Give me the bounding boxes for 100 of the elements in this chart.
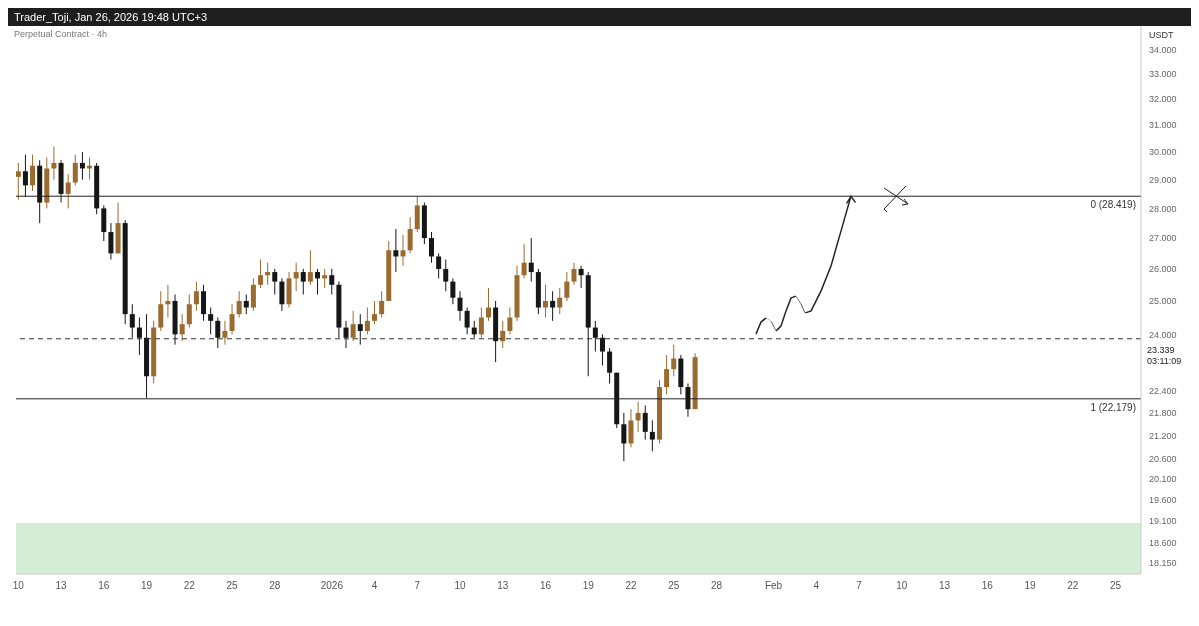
x-tick-label: 19 [1024, 580, 1036, 592]
candlestick [607, 347, 613, 384]
chart-title: Perpetual Contract · 4h [14, 29, 108, 39]
candlestick [101, 204, 107, 242]
candlestick [621, 412, 627, 462]
x-tick-label: 16 [98, 580, 110, 592]
candlestick [186, 293, 192, 329]
x-tick-label: 22 [625, 580, 638, 592]
x-tick-label: 22 [1067, 580, 1079, 592]
x-tick-label: 19 [582, 580, 595, 592]
candlestick [571, 262, 577, 286]
x-tick-label: 16 [981, 580, 994, 592]
y-tick-label: 19.600 [1149, 495, 1177, 506]
x-tick-label: 13 [497, 580, 509, 592]
candlestick [250, 277, 256, 312]
candlestick [500, 320, 506, 349]
candlestick [364, 307, 370, 335]
candlestick [528, 237, 534, 283]
x-tick-label: 4 [371, 580, 378, 592]
candlestick [136, 316, 142, 356]
candlestick [486, 287, 491, 322]
candlestick [635, 401, 641, 433]
x-tick-label: 7 [414, 580, 421, 592]
candlestick [407, 216, 413, 254]
candlestick [179, 313, 185, 342]
candlestick [379, 290, 385, 318]
y-axis-title: USDT [1149, 30, 1174, 40]
candlestick [165, 284, 171, 318]
candlestick [300, 268, 306, 295]
candlestick [592, 320, 598, 353]
x-tick-label: 2026 [320, 580, 344, 592]
y-tick-label: 31.000 [1149, 120, 1177, 131]
candlestick [30, 154, 36, 192]
candlestick [16, 162, 21, 201]
y-tick-label: 29.000 [1149, 174, 1177, 185]
candlestick [201, 284, 207, 322]
candlestick [243, 293, 249, 315]
y-tick-label: 34.000 [1149, 44, 1177, 55]
y-tick-label: 19.100 [1149, 516, 1177, 527]
candlestick [393, 228, 399, 273]
candlestick [236, 290, 242, 318]
candlestick [193, 281, 199, 312]
candlestick [129, 303, 135, 339]
x-tick-label: 10 [896, 580, 908, 592]
candlestick [222, 320, 228, 346]
y-tick-label: 27.000 [1149, 233, 1177, 244]
y-tick-label: 18.150 [1149, 557, 1177, 568]
candlestick [542, 284, 548, 318]
candlestick [578, 265, 584, 289]
x-tick-label: Feb [764, 580, 783, 592]
y-tick-label: 21.800 [1149, 408, 1177, 419]
candlestick [436, 252, 442, 279]
candlestick [343, 320, 349, 349]
text: 23.339 [1147, 345, 1175, 356]
candlestick [429, 231, 435, 264]
x-tick-label: 13 [938, 580, 951, 592]
candlestick [478, 307, 484, 339]
candlestick [350, 310, 356, 342]
candlestick [664, 354, 670, 395]
y-tick-label: 21.200 [1149, 430, 1177, 441]
y-tick-label: 28.000 [1149, 203, 1177, 214]
candlestick [108, 222, 114, 261]
x-tick-label: 16 [539, 580, 552, 592]
x-tick-label: 19 [141, 580, 153, 592]
candlestick [671, 344, 677, 377]
candlestick [293, 262, 299, 292]
candlestick [307, 249, 313, 286]
x-tick-label: 10 [454, 580, 467, 592]
candlestick [229, 303, 235, 335]
candlestick [400, 234, 406, 267]
candlestick [322, 268, 328, 289]
y-tick-label: 25.000 [1149, 296, 1177, 307]
x-tick-label: 25 [668, 580, 680, 592]
text: Trader_Toji, Jan 26, 2026 19:48 UTC+3 [14, 11, 208, 23]
x-tick-label: 4 [813, 580, 820, 592]
y-tick-label: 30.000 [1149, 147, 1177, 158]
ref-line-label: 1 (22.179) [1090, 401, 1136, 413]
candlestick [258, 259, 264, 289]
y-tick-label: 22.400 [1149, 385, 1177, 396]
candlestick [642, 404, 648, 441]
x-tick-label: 28 [269, 580, 281, 592]
ref-line-label: 0 (28.419) [1090, 199, 1136, 211]
candlestick [158, 290, 164, 332]
candlestick [649, 419, 655, 452]
candlestick [215, 316, 221, 349]
candlestick [272, 268, 278, 295]
text: 03:11:09 [1147, 356, 1182, 367]
candlestick [557, 287, 563, 315]
candlestick [315, 268, 321, 295]
candlestick [507, 307, 513, 335]
candlestick [599, 333, 605, 367]
candlestick [450, 277, 456, 305]
candlestick [550, 290, 556, 322]
x-tick-label: 28 [710, 580, 723, 592]
candlestick [357, 313, 363, 346]
x-tick-label: 22 [183, 580, 196, 592]
candlestick [628, 408, 634, 448]
x-tick-label: 10 [12, 580, 25, 592]
candlestick [457, 290, 463, 322]
candlestick [65, 173, 71, 209]
